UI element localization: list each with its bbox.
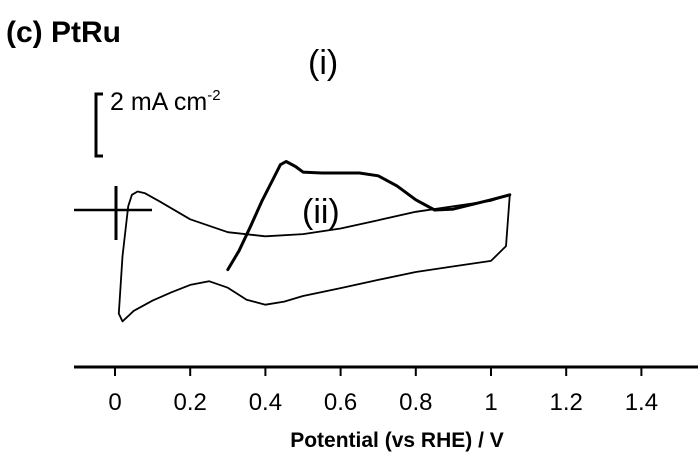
- series-layer: [117, 160, 512, 323]
- origin-marker: [74, 186, 152, 240]
- x-tick-label: 0.8: [399, 389, 432, 416]
- x-tick-label: 0.4: [249, 389, 282, 416]
- x-tick-label: 0.6: [324, 389, 357, 416]
- scale-bar-label: 2 mA cm-2: [110, 87, 221, 116]
- x-axis-label: Potential (vs RHE) / V: [290, 429, 504, 452]
- x-tick-label: 1.2: [550, 389, 583, 416]
- x-tick-label: 1: [484, 389, 497, 416]
- series-line-ii: [117, 190, 511, 323]
- x-tick-label: 0: [108, 389, 121, 416]
- scale-bar: 2 mA cm-2: [94, 87, 221, 158]
- series-line-i: [226, 160, 512, 272]
- panel-title: (c) PtRu: [6, 16, 121, 49]
- x-tick-label: 0.2: [174, 389, 207, 416]
- x-tick-label: 1.4: [625, 389, 658, 416]
- curve-label-ii: (ii): [302, 193, 340, 231]
- x-ticks: 0 0.2 0.4 0.6 0.8 1 1.2 1.4: [108, 367, 658, 416]
- curve-label-i: (i): [308, 44, 338, 82]
